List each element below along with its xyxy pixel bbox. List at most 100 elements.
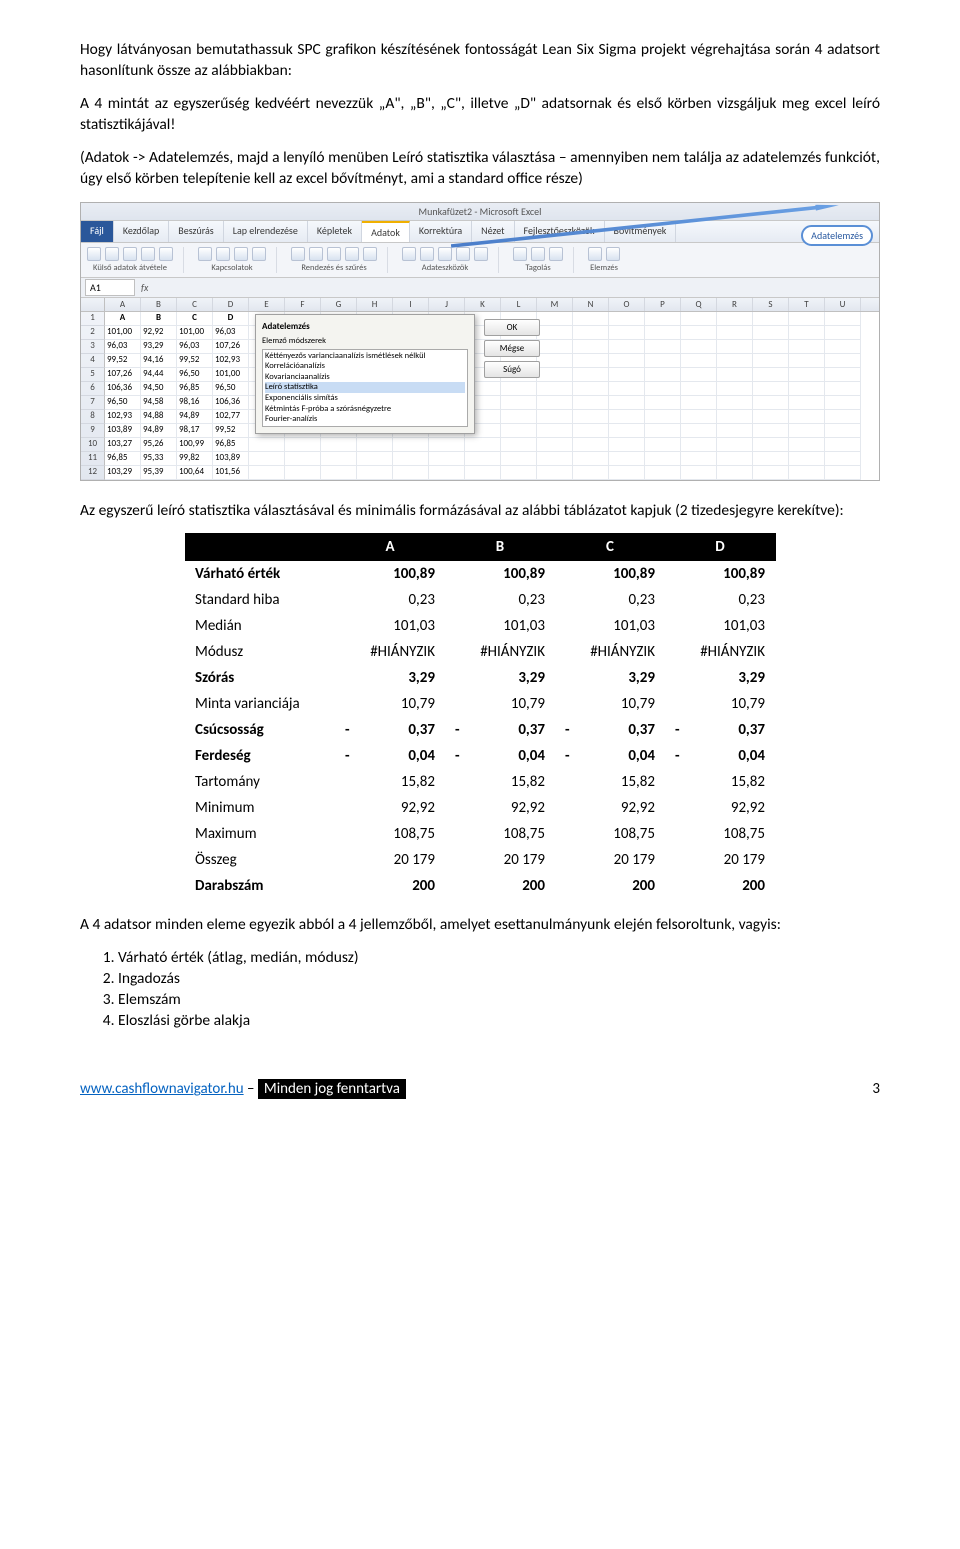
ribbon-tab[interactable]: Képletek [308,221,362,242]
cell[interactable] [573,424,609,438]
cell[interactable]: 101,56 [213,466,249,480]
cell[interactable] [537,438,573,452]
column-header[interactable]: G [321,298,357,311]
cell[interactable] [753,424,789,438]
cell[interactable] [825,326,861,340]
cell[interactable] [501,396,537,410]
ribbon-button[interactable] [198,247,212,261]
dialog-button[interactable]: Súgó [484,361,540,378]
cell[interactable] [537,452,573,466]
cell[interactable] [645,424,681,438]
ribbon-button[interactable] [474,247,488,261]
ribbon-button[interactable] [309,247,323,261]
cell[interactable]: 94,89 [177,410,213,424]
cell[interactable] [609,326,645,340]
ribbon-button[interactable] [402,247,416,261]
cell[interactable] [753,354,789,368]
column-header[interactable]: D [213,298,249,311]
cell[interactable] [645,354,681,368]
row-header[interactable]: 10 [81,438,105,452]
cell[interactable] [609,368,645,382]
cell[interactable] [789,466,825,480]
ribbon-tab[interactable]: Fájl [81,221,114,242]
cell[interactable] [681,438,717,452]
cell[interactable] [681,396,717,410]
column-header[interactable]: P [645,298,681,311]
column-header[interactable]: M [537,298,573,311]
cell[interactable] [753,340,789,354]
ribbon-button[interactable] [531,247,545,261]
cell[interactable] [789,340,825,354]
cell[interactable] [717,382,753,396]
cell[interactable] [717,466,753,480]
cell[interactable] [789,312,825,326]
cell[interactable] [789,424,825,438]
cell[interactable] [789,452,825,466]
ribbon-button[interactable] [252,247,266,261]
row-header[interactable]: 9 [81,424,105,438]
cell[interactable]: 94,50 [141,382,177,396]
cell[interactable] [645,466,681,480]
cell[interactable] [717,410,753,424]
column-header[interactable]: O [609,298,645,311]
cell[interactable]: 107,26 [213,340,249,354]
cell[interactable]: 96,03 [177,340,213,354]
cell[interactable] [393,466,429,480]
column-header[interactable]: H [357,298,393,311]
cell[interactable] [789,410,825,424]
cell[interactable] [609,452,645,466]
cell[interactable] [609,312,645,326]
ribbon-button[interactable] [420,247,434,261]
cell[interactable] [825,382,861,396]
dialog-list-item[interactable]: Leíró statisztika [265,382,465,393]
cell[interactable] [573,368,609,382]
column-header[interactable]: R [717,298,753,311]
cell[interactable] [609,424,645,438]
dialog-list-item[interactable]: Exponenciális simítás [265,393,465,404]
cell[interactable]: 99,52 [213,424,249,438]
cell[interactable]: 98,16 [177,396,213,410]
cell[interactable] [321,438,357,452]
cell[interactable] [573,382,609,396]
cell[interactable]: 94,58 [141,396,177,410]
cell[interactable] [501,466,537,480]
dialog-button[interactable]: Mégse [484,340,540,357]
cell[interactable]: 99,52 [177,354,213,368]
row-header[interactable]: 3 [81,340,105,354]
cell[interactable]: 95,39 [141,466,177,480]
cell[interactable] [825,368,861,382]
row-header[interactable]: 1 [81,312,105,326]
cell[interactable] [537,466,573,480]
cell[interactable] [789,382,825,396]
cell[interactable] [681,326,717,340]
cell[interactable] [573,466,609,480]
row-header[interactable]: 6 [81,382,105,396]
cell[interactable] [609,340,645,354]
row-header[interactable]: 4 [81,354,105,368]
ribbon-button[interactable] [105,247,119,261]
cell[interactable] [681,312,717,326]
dialog-listbox[interactable]: Kéttényezős varianciaanalízis ismétlések… [262,349,468,427]
cell[interactable] [537,410,573,424]
cell[interactable] [717,354,753,368]
column-header[interactable]: A [105,298,141,311]
ribbon-button[interactable] [216,247,230,261]
row-header[interactable]: 8 [81,410,105,424]
cell[interactable]: 98,17 [177,424,213,438]
cell[interactable] [645,326,681,340]
cell[interactable] [645,452,681,466]
column-header[interactable]: K [465,298,501,311]
cell[interactable] [825,438,861,452]
column-header[interactable]: Q [681,298,717,311]
cell[interactable] [753,466,789,480]
cell[interactable]: 100,64 [177,466,213,480]
cell[interactable]: 96,03 [105,340,141,354]
cell[interactable] [645,368,681,382]
cell[interactable] [753,396,789,410]
cell[interactable] [573,326,609,340]
cell[interactable] [249,466,285,480]
cell[interactable] [825,424,861,438]
cell[interactable] [465,452,501,466]
cell[interactable]: C [177,312,213,326]
cell[interactable]: 102,93 [105,410,141,424]
